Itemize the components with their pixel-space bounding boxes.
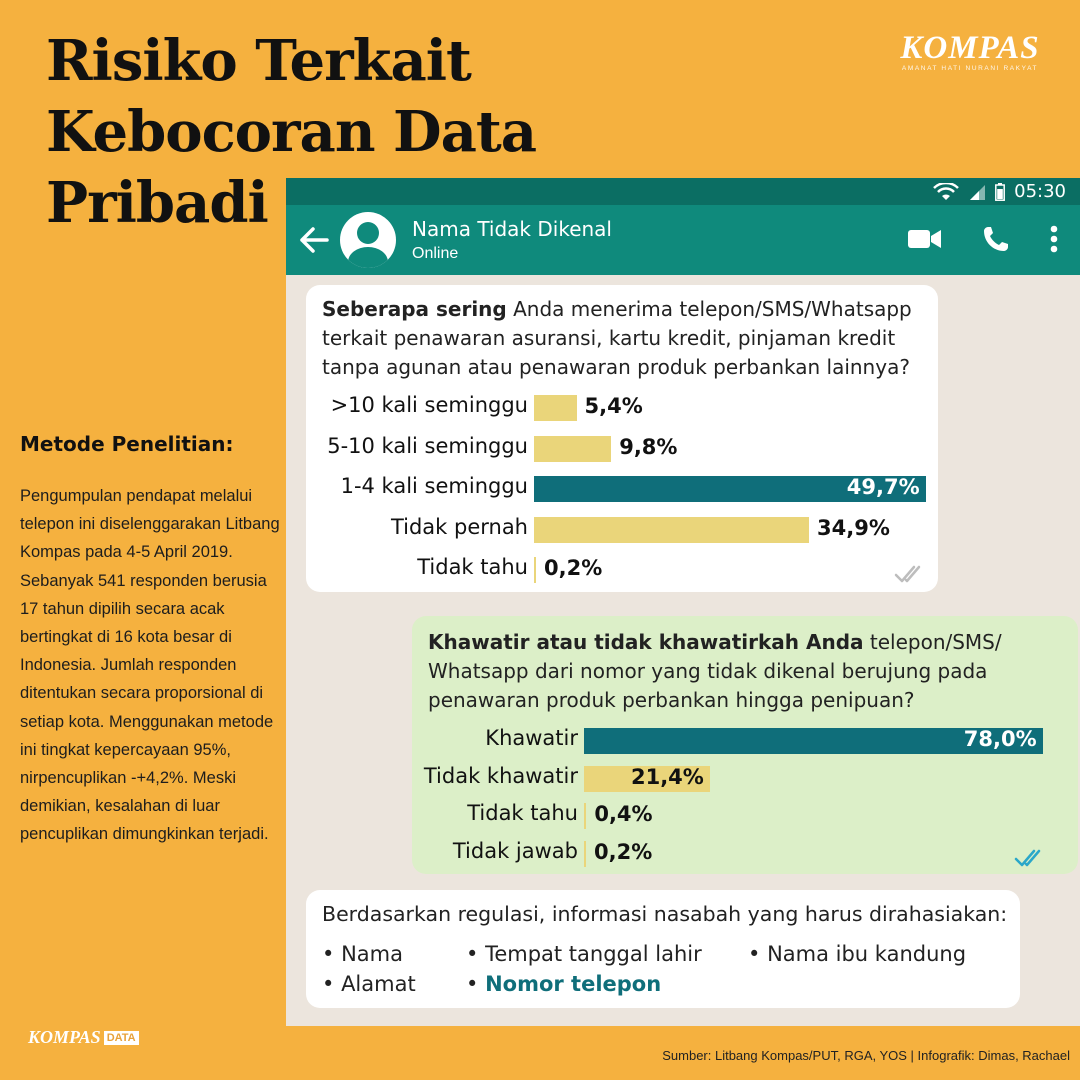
bar-category-label: >10 kali seminggu [330, 393, 528, 417]
logo-name: KOMPAS [900, 30, 1040, 66]
title-line: Risiko Terkait [46, 28, 472, 94]
bar-category-label: 1-4 kali seminggu [340, 474, 528, 498]
phone-call-icon[interactable] [982, 225, 1010, 253]
method-section: Metode Penelitian: Pengumpulan pendapat … [20, 432, 280, 849]
bar-value-label: 0,2% [544, 556, 603, 580]
bar-value-label: 9,8% [619, 434, 678, 459]
bar-value-label: 0,2% [594, 839, 653, 864]
source-credit: Sumber: Litbang Kompas/PUT, RGA, YOS | I… [662, 1048, 1070, 1063]
message-bubble-worry: Khawatir atau tidak khawatirkah Anda tel… [412, 616, 1078, 874]
signal-icon [970, 184, 986, 200]
question-text: telepon/SMS/ Whatsapp dari nomor yang ti… [428, 630, 1002, 712]
more-options-icon[interactable] [1050, 225, 1058, 253]
avatar[interactable] [340, 212, 396, 268]
avatar-head [357, 222, 379, 244]
question-bold: Khawatir atau tidak khawatirkah Anda [428, 630, 864, 654]
bar [534, 557, 536, 583]
bar-value-label: 5,4% [584, 394, 643, 418]
regulation-item: • Tempat tanggal lahir [466, 942, 702, 966]
avatar-body [348, 247, 388, 268]
question-bold: Seberapa sering [322, 297, 507, 321]
bar-value-label: 21,4% [630, 764, 704, 789]
contact-name: Nama Tidak Dikenal [412, 217, 612, 241]
bar [534, 395, 577, 421]
bar [534, 435, 612, 462]
regulation-heading: Berdasarkan regulasi, informasi nasabah … [322, 902, 1008, 926]
kompas-logo: KOMPAS AMANAT HATI NURANI RAKYAT [890, 30, 1050, 72]
question-text: Anda menerima telepon/SMS/Whatsapp terka… [322, 297, 912, 379]
logo-tagline: AMANAT HATI NURANI RAKYAT [901, 65, 1039, 72]
method-heading: Metode Penelitian: [20, 432, 234, 456]
bar [534, 476, 926, 502]
bar-category-label: Tidak jawab [452, 838, 578, 863]
bar-category-label: 5-10 kali seminggu [327, 433, 528, 458]
page-title: Risiko Terkait Kebocoran Data Pribadi [46, 26, 586, 239]
back-button[interactable] [294, 226, 334, 254]
regulation-item: • Nama ibu kandung [748, 942, 967, 966]
footer-logo-name: KOMPAS [28, 1027, 101, 1047]
contact-info[interactable]: Nama Tidak Dikenal Online [412, 217, 612, 263]
bar [584, 803, 587, 829]
method-body: Pengumpulan pendapat melalui telepon ini… [20, 487, 280, 844]
title-line: Kebocoran Data [46, 99, 537, 165]
question-frequency: Seberapa sering Anda menerima telepon/SM… [322, 295, 932, 382]
read-ticks-icon [1014, 849, 1041, 867]
kompas-data-logo: KOMPAS DATA [28, 1027, 139, 1048]
bar-value-label: 78,0% [963, 727, 1037, 751]
clock: 05:30 [1014, 181, 1066, 202]
regulation-item: • Nama [322, 942, 403, 966]
bar-category-label: Tidak khawatir [423, 763, 578, 788]
message-bubble-frequency: Seberapa sering Anda menerima telepon/SM… [306, 285, 938, 592]
footer-logo-badge: DATA [103, 1030, 139, 1045]
phone-screen: 05:30 Nama Tidak Dikenal Online [286, 178, 1080, 1026]
bar-value-label: 34,9% [817, 515, 890, 540]
message-bubble-regulation: Berdasarkan regulasi, informasi nasabah … [306, 890, 1020, 1008]
bar-category-label: Tidak tahu [417, 555, 528, 579]
regulation-item-highlight: • Nomor telepon [466, 972, 662, 996]
back-arrow-icon [300, 227, 329, 253]
wifi-icon [933, 182, 960, 200]
question-worry: Khawatir atau tidak khawatirkah Anda tel… [428, 628, 1068, 715]
bar [584, 765, 710, 792]
bar-value-label: 0,4% [594, 802, 653, 826]
contact-status: Online [412, 245, 459, 262]
bar [534, 516, 809, 543]
bar-category-label: Khawatir [485, 726, 578, 750]
status-bar: 05:30 [286, 178, 1080, 205]
battery-icon [995, 182, 1006, 201]
read-ticks-icon [894, 565, 921, 583]
bar [584, 840, 586, 867]
chat-actions [908, 225, 1058, 253]
bar-value-label: 49,7% [846, 475, 920, 499]
bar [584, 728, 1043, 754]
chat-header: Nama Tidak Dikenal Online [286, 205, 1080, 275]
bar-category-label: Tidak tahu [467, 801, 578, 825]
title-line: Pribadi [46, 170, 269, 236]
regulation-item: • Alamat [322, 972, 416, 996]
bar-category-label: Tidak pernah [390, 514, 528, 539]
video-call-icon[interactable] [908, 228, 942, 250]
